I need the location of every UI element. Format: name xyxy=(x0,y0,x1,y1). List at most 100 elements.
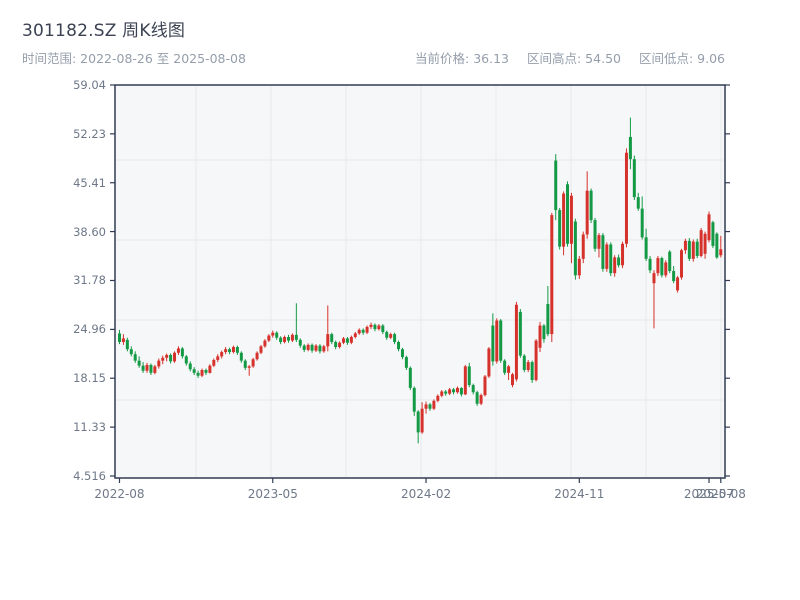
candle-body xyxy=(715,233,719,258)
candle-body xyxy=(381,325,385,332)
candle-body xyxy=(452,389,456,393)
candle-body xyxy=(648,258,652,271)
candle-body xyxy=(566,184,570,244)
candle-body xyxy=(719,249,723,256)
candle-body xyxy=(271,332,275,336)
candle-body xyxy=(660,258,664,276)
candle-body xyxy=(342,338,346,343)
candle-body xyxy=(526,362,530,370)
y-axis-tick-label: 31.78 xyxy=(73,273,106,288)
candle-body xyxy=(703,233,707,254)
candle-body xyxy=(184,356,188,364)
candle-body xyxy=(224,349,228,353)
candle-body xyxy=(212,359,216,366)
y-axis-tick-label: 45.41 xyxy=(73,175,106,190)
candle-body xyxy=(283,336,287,343)
candle-body xyxy=(326,334,330,347)
candle-body xyxy=(267,335,271,341)
y-axis-tick-label: 24.96 xyxy=(73,322,106,337)
candle-body xyxy=(440,391,444,396)
y-axis-tick-label: 52.23 xyxy=(73,126,106,141)
candle-body xyxy=(699,230,703,256)
candle-body xyxy=(609,244,613,274)
candle-body xyxy=(518,311,522,356)
candle-body xyxy=(161,357,165,361)
candle-body xyxy=(169,354,173,362)
candle-body xyxy=(247,366,251,368)
candle-body xyxy=(286,336,290,341)
candle-body xyxy=(432,400,436,409)
candle-body xyxy=(369,324,373,327)
candle-body xyxy=(397,342,401,350)
candle-body xyxy=(601,235,605,269)
candle-body xyxy=(322,346,326,352)
candle-body xyxy=(597,235,601,249)
candle-body xyxy=(617,257,621,266)
candle-body xyxy=(573,221,577,276)
candle-body xyxy=(628,136,632,160)
candle-body xyxy=(314,345,318,351)
candle-body xyxy=(389,334,393,338)
candle-body xyxy=(424,404,428,409)
candle-body xyxy=(679,250,683,278)
y-axis-tick-label: 18.15 xyxy=(73,371,106,386)
candle-body xyxy=(676,277,680,291)
candle-body xyxy=(495,320,499,362)
candle-body xyxy=(121,338,125,343)
x-axis-tick-label: 2022-08 xyxy=(94,487,145,501)
candle-body xyxy=(334,342,338,348)
y-axis-tick-label: 4.516 xyxy=(73,469,106,483)
candle-body xyxy=(235,347,239,353)
candle-body xyxy=(479,395,483,404)
candle-body xyxy=(593,220,597,249)
candle-body xyxy=(318,345,322,352)
candle-body xyxy=(125,339,129,350)
candle-body xyxy=(365,326,369,333)
y-axis-tick-label: 38.60 xyxy=(73,224,106,239)
candle-body xyxy=(310,344,314,351)
range-high-stat: 区间高点: 54.50 xyxy=(527,51,621,66)
candle-body xyxy=(420,408,424,433)
candle-body xyxy=(499,320,503,361)
candle-body xyxy=(137,360,141,366)
candle-body xyxy=(463,366,467,395)
candle-body xyxy=(664,262,668,276)
candle-body xyxy=(652,273,656,284)
candle-body xyxy=(530,362,534,381)
candle-body xyxy=(302,345,306,350)
candle-body xyxy=(145,364,149,371)
candle-body xyxy=(377,325,381,330)
candle-body xyxy=(216,356,220,360)
candle-body xyxy=(290,334,294,341)
candle-body xyxy=(636,197,640,209)
current-price-stat: 当前价格: 36.13 xyxy=(415,51,510,66)
candle-body xyxy=(173,352,177,362)
candle-body xyxy=(361,329,365,333)
candle-body xyxy=(208,365,212,373)
candle-body xyxy=(204,369,208,373)
candle-body xyxy=(220,352,224,357)
candle-body xyxy=(487,348,491,377)
candle-body xyxy=(455,387,459,393)
candle-body xyxy=(357,329,361,334)
candle-body xyxy=(683,240,687,251)
candle-body xyxy=(448,389,452,394)
candle-body xyxy=(259,346,263,353)
candle-body xyxy=(298,339,302,346)
x-axis-tick-label: 2024-02 xyxy=(400,487,452,501)
candle-body xyxy=(412,387,416,412)
y-axis-tick-label: 11.33 xyxy=(73,420,106,435)
candle-body xyxy=(514,304,518,380)
candle-body xyxy=(330,334,334,343)
candle-body xyxy=(239,352,243,361)
candle-body xyxy=(176,348,180,353)
candle-body xyxy=(180,348,184,357)
candle-body xyxy=(338,342,342,348)
candle-body xyxy=(624,152,628,244)
candle-body xyxy=(471,385,475,393)
x-axis-tick-label: 2023-05 xyxy=(247,487,298,501)
candle-body xyxy=(577,258,581,276)
candle-body xyxy=(483,376,487,396)
candle-body xyxy=(306,344,310,350)
